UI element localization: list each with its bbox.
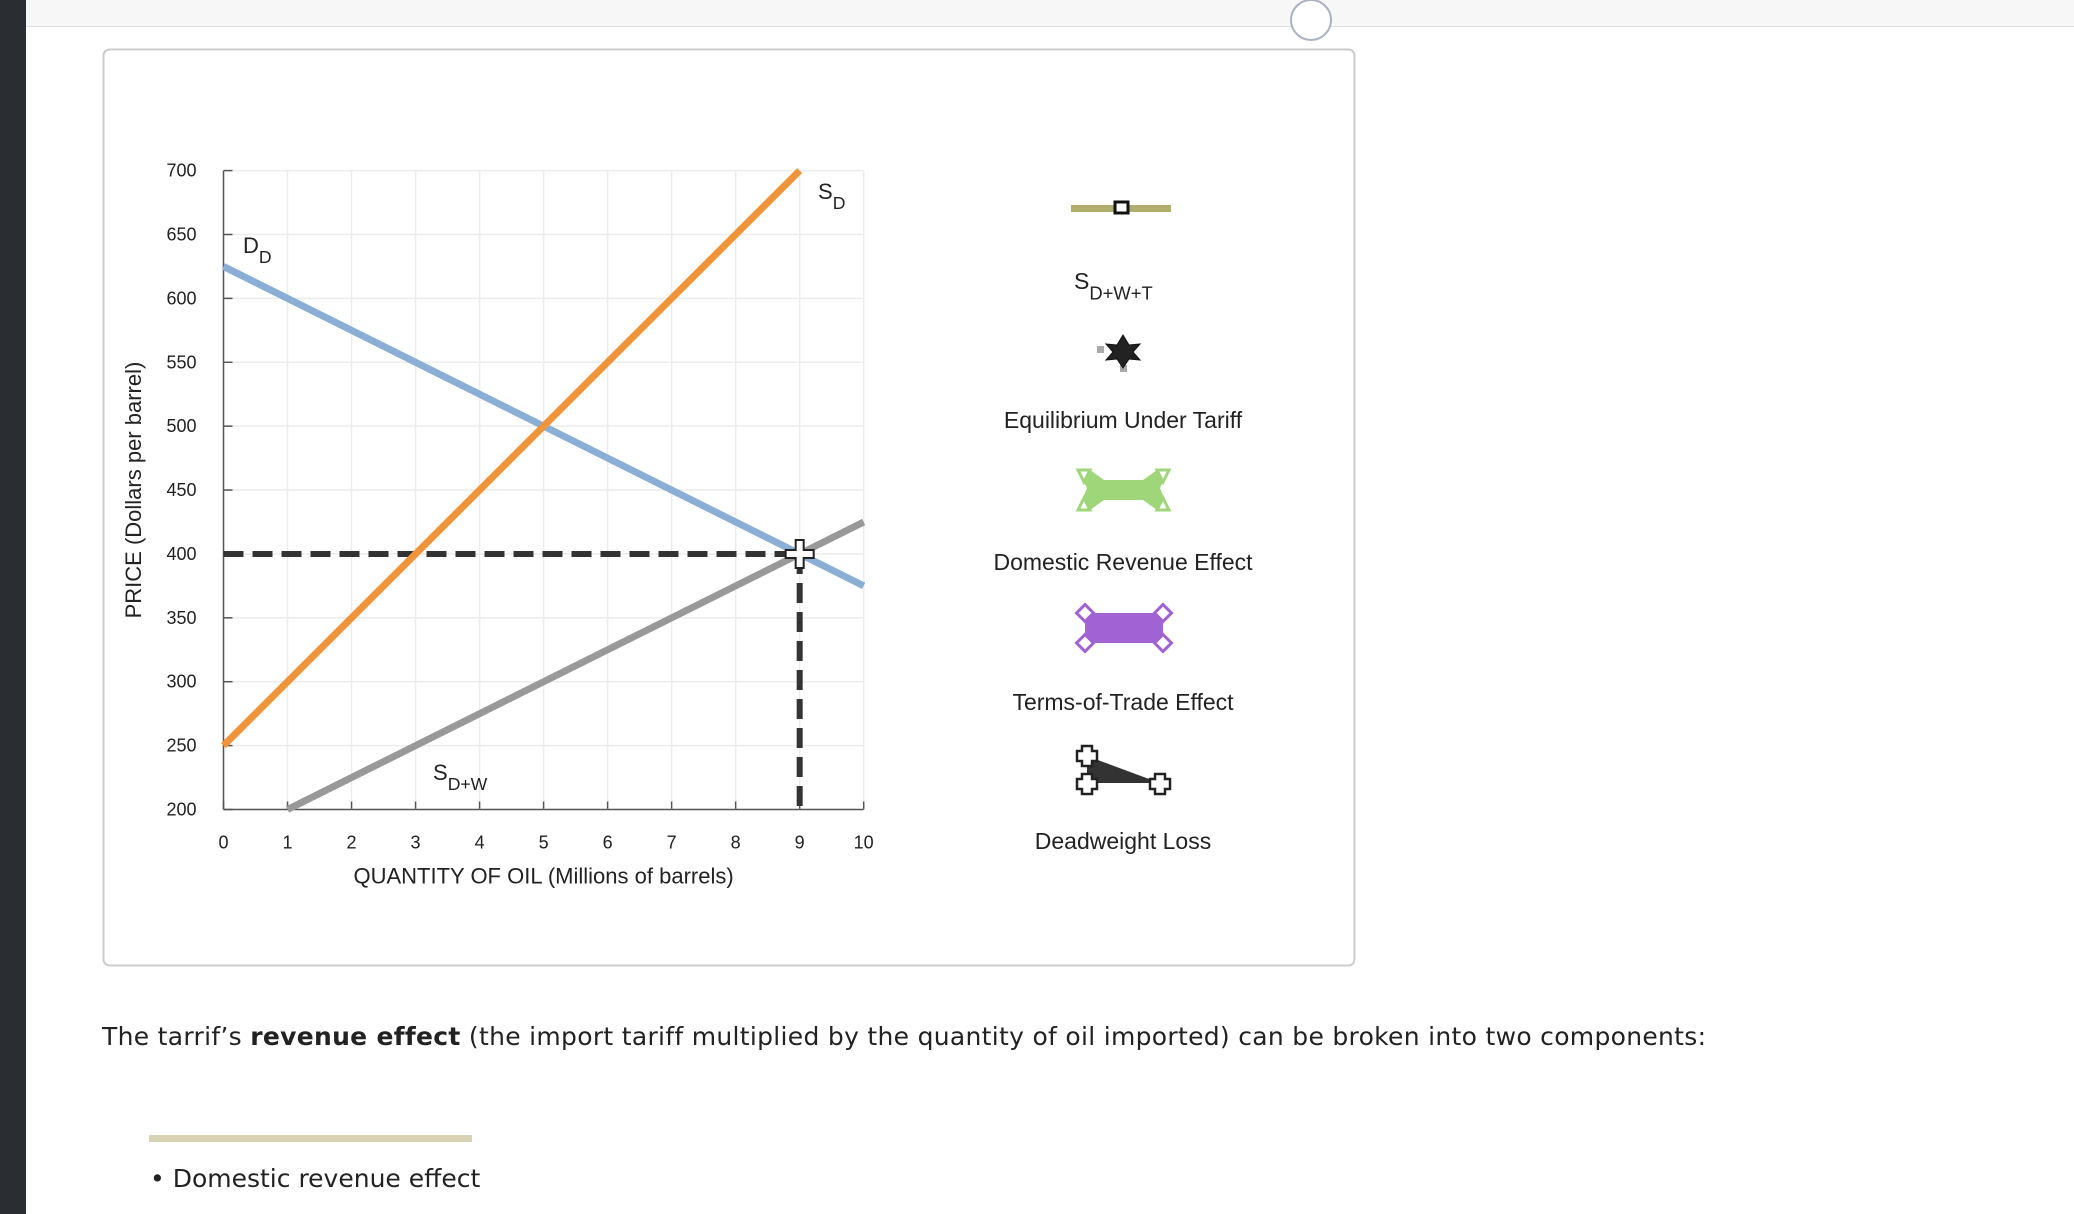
tool-label: Equilibrium Under Tariff: [1004, 407, 1243, 433]
y-tick-label: 500: [166, 416, 196, 436]
series-line: [285, 518, 866, 813]
label-main: D: [243, 233, 259, 258]
y-tick-label: 650: [166, 224, 196, 244]
top-bar: [0, 0, 2074, 26]
y-tick-label: 450: [166, 480, 196, 500]
equilibrium-point: [784, 538, 815, 569]
sidebar: [0, 0, 26, 1214]
tool-handle[interactable]: [1154, 494, 1172, 512]
tool-label: Deadweight Loss: [1035, 828, 1211, 854]
bullet: • Domestic revenue effect: [150, 1164, 481, 1193]
x-tick-label: 7: [667, 833, 677, 853]
x-tick-label: 3: [411, 833, 421, 853]
x-tick-label: 2: [347, 833, 357, 853]
help-icon[interactable]: [1290, 0, 1332, 41]
label-subscript: D+W+T: [1089, 282, 1152, 303]
tool-handles[interactable]: [1075, 744, 1172, 796]
series-label: DD: [243, 233, 272, 267]
series-label: SD: [818, 179, 845, 213]
paragraph: The tarrif’s revenue effect (the import …: [102, 1022, 1706, 1051]
x-axis-title: QUANTITY OF OIL (Millions of barrels): [354, 864, 734, 889]
x-tick-label: 8: [731, 833, 741, 853]
tool-green[interactable]: [1078, 470, 1169, 510]
y-tick-label: 600: [166, 288, 196, 308]
y-tick-label: 250: [166, 736, 196, 756]
bullet-text: Domestic revenue effect: [172, 1164, 481, 1193]
label-subscript: D+W: [448, 774, 488, 794]
y-tick-label: 350: [166, 608, 196, 628]
label-main: S: [818, 179, 833, 204]
tool-star-handle[interactable]: [1120, 365, 1127, 372]
tool-purple[interactable]: [1085, 613, 1163, 643]
text: The tarrif’s: [102, 1022, 251, 1051]
x-tick-label: 5: [539, 833, 549, 853]
answer-blank[interactable]: [149, 1135, 472, 1142]
tool-line-marker[interactable]: [1113, 200, 1130, 215]
label-main: S: [433, 760, 448, 785]
graph-panel: [102, 48, 1356, 967]
tool-handle[interactable]: [1075, 468, 1093, 486]
y-tick-label: 300: [166, 672, 196, 692]
y-tick-label: 400: [166, 544, 196, 564]
tool-label: SD+W+T: [1074, 268, 1153, 303]
x-tick-label: 6: [603, 833, 613, 853]
label-subscript: D: [259, 247, 272, 267]
label-main: S: [1074, 268, 1089, 294]
tool-handle[interactable]: [1075, 494, 1093, 512]
y-tick-label: 200: [166, 800, 196, 820]
x-tick-label: 10: [854, 833, 874, 853]
bold-text: revenue effect: [250, 1022, 461, 1051]
y-axis-title: PRICE (Dollars per barrel): [121, 362, 146, 619]
x-tick-label: 1: [283, 833, 293, 853]
tool-handles[interactable]: [1074, 602, 1174, 654]
tool-label: Domestic Revenue Effect: [993, 549, 1253, 575]
tool-label: Terms-of-Trade Effect: [1012, 689, 1234, 715]
tool-handle[interactable]: [1154, 468, 1172, 486]
x-tick-label: 0: [218, 833, 228, 853]
series-line: [221, 168, 803, 749]
label-subscript: D: [833, 193, 846, 213]
x-tick-label: 4: [475, 833, 485, 853]
tool-star[interactable]: [1104, 334, 1142, 369]
text: (the import tariff multiplied by the qua…: [460, 1022, 1707, 1051]
series-label: SD+W: [433, 760, 488, 794]
tool-star-handle[interactable]: [1097, 346, 1104, 353]
y-tick-label: 550: [166, 352, 196, 372]
tool-triangle[interactable]: [1087, 756, 1160, 783]
x-tick-label: 9: [795, 833, 805, 853]
y-tick-label: 700: [166, 161, 196, 181]
